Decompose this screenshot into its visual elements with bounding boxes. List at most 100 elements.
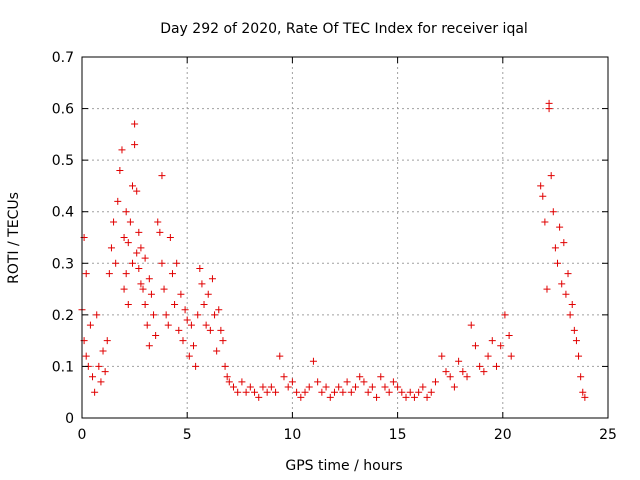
- data-point: [93, 311, 101, 319]
- data-point: [150, 311, 158, 319]
- data-points: [78, 99, 589, 401]
- data-point: [217, 326, 225, 334]
- data-point: [427, 388, 435, 396]
- data-point: [507, 352, 515, 360]
- data-point: [246, 383, 254, 391]
- data-point: [137, 244, 145, 252]
- data-point: [339, 388, 347, 396]
- data-point: [356, 373, 364, 381]
- y-tick-label: 0.3: [52, 256, 74, 272]
- data-point: [301, 388, 309, 396]
- data-point: [101, 368, 109, 376]
- data-point: [450, 383, 458, 391]
- data-point: [97, 378, 105, 386]
- data-point: [122, 208, 130, 216]
- data-point: [492, 362, 500, 370]
- data-point: [288, 378, 296, 386]
- data-point: [194, 311, 202, 319]
- data-point: [335, 383, 343, 391]
- data-point: [572, 337, 580, 345]
- data-point: [135, 264, 143, 272]
- data-point: [206, 326, 214, 334]
- data-point: [377, 373, 385, 381]
- data-point: [368, 383, 376, 391]
- data-point: [501, 311, 509, 319]
- data-point: [570, 326, 578, 334]
- data-point: [389, 378, 397, 386]
- y-tick-label: 0.7: [52, 50, 74, 66]
- data-point: [423, 393, 431, 401]
- x-axis-label: GPS time / hours: [285, 458, 402, 474]
- data-point: [204, 290, 212, 298]
- data-point: [293, 388, 301, 396]
- data-point: [575, 352, 583, 360]
- data-point: [564, 270, 572, 278]
- data-point: [86, 321, 94, 329]
- data-point: [126, 218, 134, 226]
- data-point: [128, 259, 136, 267]
- data-point: [419, 383, 427, 391]
- data-point: [95, 362, 103, 370]
- data-point: [211, 311, 219, 319]
- data-point: [179, 337, 187, 345]
- y-ticks: 0 0.1 0.2 0.3 0.4 0.5 0.6 0.7: [52, 50, 608, 427]
- data-point: [120, 234, 128, 241]
- data-point: [185, 352, 193, 360]
- data-point: [280, 373, 288, 381]
- data-point: [112, 259, 120, 267]
- x-tick-label: 25: [599, 427, 617, 443]
- data-point: [91, 388, 99, 396]
- x-tick-label: 15: [389, 427, 407, 443]
- data-point: [305, 383, 313, 391]
- data-point: [141, 301, 149, 309]
- data-point: [131, 141, 139, 149]
- data-point: [352, 383, 360, 391]
- data-point: [505, 331, 513, 339]
- data-point: [225, 378, 233, 386]
- data-point: [135, 228, 143, 236]
- data-point: [160, 285, 168, 293]
- data-point: [558, 280, 566, 288]
- data-point: [459, 368, 467, 376]
- data-point: [480, 368, 488, 376]
- data-point: [175, 326, 183, 334]
- data-point: [196, 264, 204, 272]
- data-point: [497, 342, 505, 350]
- data-point: [118, 146, 126, 154]
- data-point: [147, 290, 155, 298]
- data-point: [133, 249, 141, 257]
- data-point: [251, 388, 259, 396]
- x-tick-label: 0: [78, 427, 87, 443]
- data-point: [476, 362, 484, 370]
- data-point: [326, 393, 334, 401]
- data-point: [202, 321, 210, 329]
- data-point: [154, 218, 162, 226]
- axes: [81, 56, 609, 419]
- data-point: [183, 316, 191, 324]
- data-point: [238, 378, 246, 386]
- data-point: [547, 172, 555, 180]
- data-point: [168, 270, 176, 278]
- data-point: [124, 239, 132, 247]
- data-point: [229, 383, 237, 391]
- data-point: [259, 383, 267, 391]
- data-point: [103, 337, 111, 345]
- data-point: [255, 393, 263, 401]
- data-point: [581, 393, 589, 401]
- data-point: [488, 337, 496, 345]
- data-point: [200, 301, 208, 309]
- data-point: [410, 393, 418, 401]
- y-tick-label: 0.4: [52, 205, 74, 221]
- data-point: [467, 321, 475, 329]
- data-point: [330, 388, 338, 396]
- data-point: [554, 259, 562, 267]
- data-point: [215, 306, 223, 314]
- data-point: [539, 192, 547, 200]
- grid: [82, 57, 608, 418]
- data-point: [105, 270, 113, 278]
- data-point: [568, 301, 576, 309]
- data-point: [198, 280, 206, 288]
- data-point: [89, 373, 97, 381]
- data-point: [579, 388, 587, 396]
